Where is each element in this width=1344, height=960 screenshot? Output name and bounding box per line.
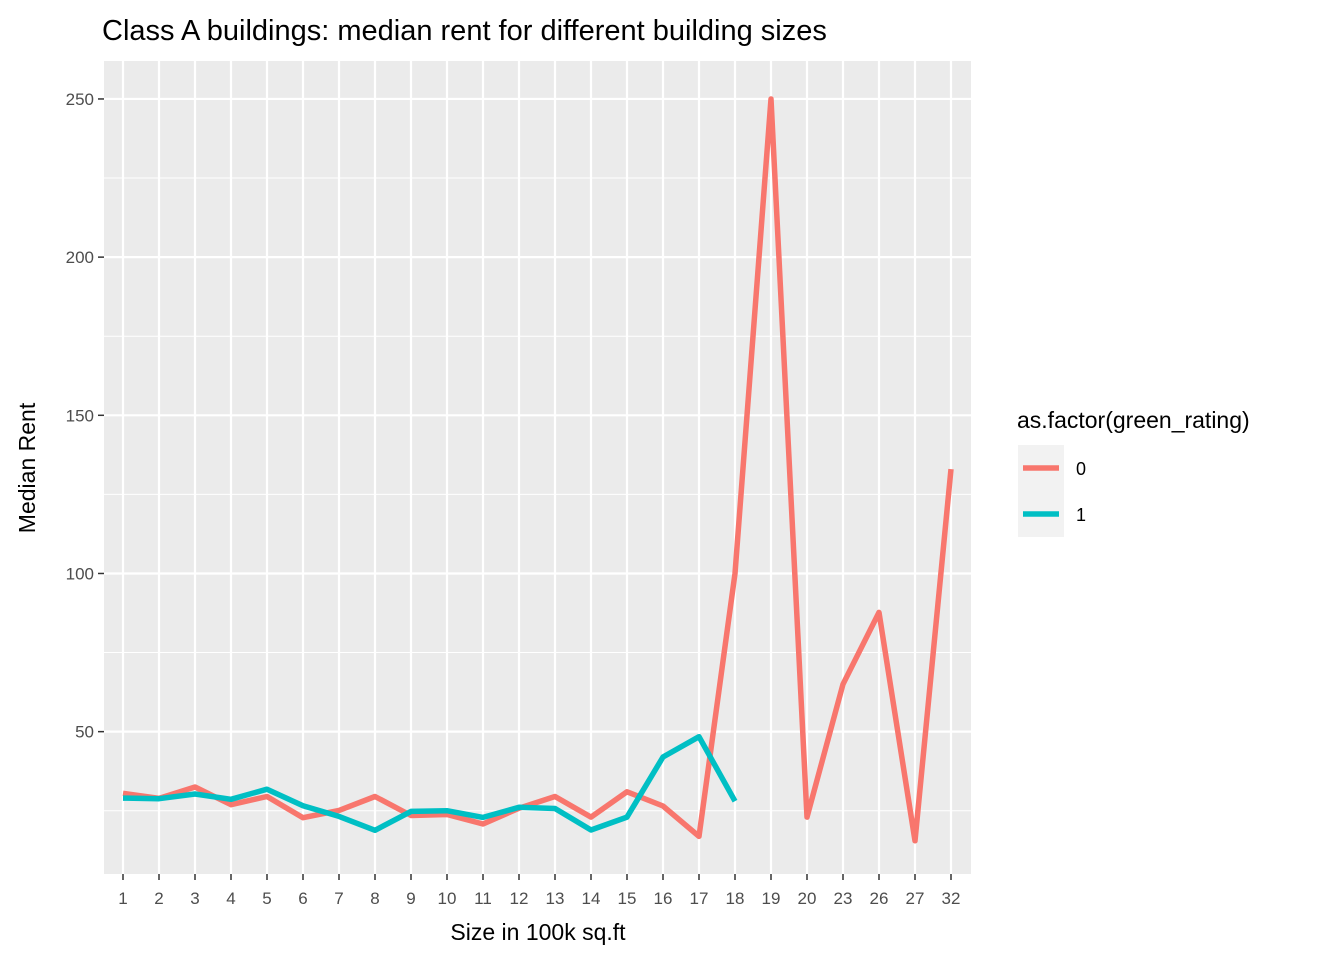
- x-tick-label: 4: [226, 889, 235, 908]
- x-tick-label: 17: [690, 889, 709, 908]
- x-tick-label: 11: [474, 889, 492, 908]
- x-tick-label: 18: [726, 889, 745, 908]
- y-tick-label: 200: [66, 248, 94, 267]
- y-tick-label: 100: [66, 564, 94, 583]
- plot-panel: [104, 61, 971, 874]
- x-tick-label: 20: [798, 889, 817, 908]
- y-tick-label: 250: [66, 90, 94, 109]
- x-axis-title: Size in 100k sq.ft: [450, 919, 626, 945]
- x-tick-label: 19: [762, 889, 781, 908]
- x-tick-label: 1: [118, 889, 127, 908]
- x-tick-label: 14: [582, 889, 601, 908]
- y-axis: 50 100 150 200 250: [66, 90, 104, 742]
- x-tick-label: 3: [190, 889, 199, 908]
- series-line-0: [122, 96, 954, 844]
- legend: as.factor(green_rating) 01: [1017, 407, 1250, 537]
- x-tick-label: 9: [406, 889, 415, 908]
- legend-label: 1: [1076, 505, 1086, 525]
- x-tick-label: 6: [298, 889, 307, 908]
- x-tick-label: 23: [834, 889, 853, 908]
- x-tick-label: 7: [334, 889, 343, 908]
- y-tick-label: 50: [75, 723, 94, 742]
- x-tick-label: 27: [906, 889, 925, 908]
- y-tick-label: 150: [66, 406, 94, 425]
- x-tick-label: 15: [618, 889, 637, 908]
- x-tick-label: 32: [942, 889, 961, 908]
- x-axis: 1 2 3 4 5 6 7 8 9 10 11 12 13 14 15 16 17 18 19 20 23 26 27 32: [118, 874, 960, 908]
- x-tick-label: 26: [870, 889, 889, 908]
- x-tick-label: 10: [438, 889, 457, 908]
- legend-item-1: 1: [1018, 491, 1086, 537]
- x-tick-label: 5: [262, 889, 271, 908]
- major-gridlines: [104, 61, 971, 874]
- x-tick-label: 8: [370, 889, 379, 908]
- legend-item-0: 0: [1018, 445, 1086, 491]
- x-tick-label: 16: [654, 889, 673, 908]
- minor-gridlines: [104, 177, 971, 812]
- series-lines: [122, 96, 954, 844]
- x-tick-label: 13: [546, 889, 565, 908]
- chart-title: Class A buildings: median rent for diffe…: [102, 15, 827, 47]
- x-tick-label: 2: [154, 889, 163, 908]
- legend-items: 01: [1018, 445, 1086, 537]
- y-axis-title: Median Rent: [14, 402, 40, 533]
- series-line-1: [122, 733, 738, 834]
- x-tick-label: 12: [510, 889, 529, 908]
- legend-title: as.factor(green_rating): [1017, 407, 1250, 433]
- legend-label: 0: [1076, 459, 1086, 479]
